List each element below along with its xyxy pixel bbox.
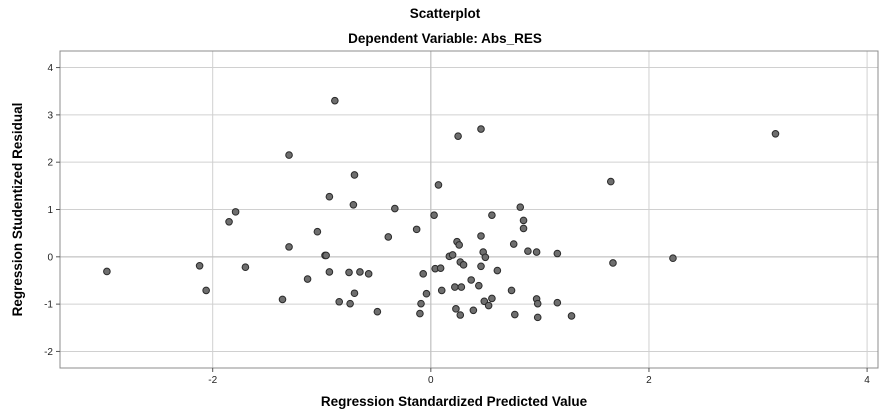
data-point: [325, 268, 334, 276]
x-tick-label: -2: [208, 375, 217, 386]
data-point: [391, 204, 399, 213]
data-point: [467, 276, 475, 284]
data-point: [452, 305, 460, 313]
data-point: [532, 248, 541, 256]
data-point: [477, 232, 485, 240]
data-point: [241, 263, 250, 272]
data-point: [771, 129, 780, 138]
data-point: [384, 233, 393, 241]
grid-lines: [60, 51, 878, 368]
data-point: [285, 151, 293, 159]
data-point: [457, 283, 466, 291]
data-point: [553, 249, 562, 258]
x-tick-label: 0: [428, 375, 434, 386]
data-point: [350, 171, 359, 179]
data-point: [434, 181, 443, 189]
data-point: [430, 211, 438, 219]
data-point: [459, 261, 468, 269]
x-tick-label: 4: [864, 375, 870, 386]
data-point: [451, 283, 459, 291]
data-point: [231, 208, 240, 216]
data-point: [349, 200, 358, 209]
data-point: [509, 240, 518, 248]
data-point: [516, 203, 525, 211]
data-point: [419, 270, 427, 278]
data-point: [364, 270, 373, 278]
data-point: [373, 307, 382, 316]
data-point: [481, 253, 490, 262]
data-point: [417, 299, 425, 308]
chart-subtitle: Dependent Variable: Abs_RES: [348, 31, 542, 46]
data-point: [346, 299, 354, 308]
data-point: [567, 312, 576, 320]
data-point: [511, 310, 519, 319]
data-point: [412, 225, 421, 234]
data-point: [484, 301, 493, 310]
y-tick-label: 3: [47, 110, 53, 121]
data-point: [350, 289, 359, 298]
data-point: [103, 267, 111, 276]
x-axis-title: Regression Standardized Predicted Value: [321, 394, 588, 409]
y-tick-label: 2: [47, 158, 53, 169]
data-point: [335, 297, 344, 306]
data-point: [437, 286, 446, 295]
data-point: [454, 132, 462, 140]
y-axis-title: Regression Studentized Residual: [10, 103, 25, 317]
data-point: [456, 311, 465, 319]
data-point: [202, 286, 210, 295]
data-point: [475, 281, 483, 290]
data-point: [519, 224, 528, 233]
data-point: [669, 254, 677, 263]
data-point: [507, 286, 516, 295]
data-point: [422, 289, 431, 298]
y-axis-ticks: -2 -1 0 1 2 3 4: [44, 63, 60, 358]
data-point: [225, 218, 233, 226]
data-point: [533, 299, 542, 308]
data-point: [477, 125, 485, 133]
data-point: [356, 268, 364, 276]
y-tick-label: 4: [47, 63, 53, 74]
x-tick-label: 2: [646, 375, 652, 386]
data-point: [609, 259, 617, 267]
data-point: [533, 313, 542, 322]
data-point: [448, 251, 457, 259]
data-point: [469, 306, 478, 315]
y-tick-label: 0: [47, 252, 53, 263]
data-point: [488, 294, 496, 303]
data-point: [303, 275, 312, 283]
data-point: [416, 309, 424, 318]
data-point: [331, 96, 339, 105]
data-point: [436, 264, 445, 272]
data-point: [313, 227, 322, 236]
data-point: [455, 241, 463, 249]
data-point: [553, 298, 562, 307]
data-point: [519, 216, 528, 225]
data-point: [285, 243, 293, 251]
chart-title: Scatterplot: [409, 6, 481, 21]
data-point: [477, 262, 485, 271]
data-point: [606, 177, 615, 186]
y-tick-label: -2: [44, 347, 53, 358]
data-point: [345, 268, 353, 277]
x-axis-ticks: -2 0 2 4: [208, 368, 870, 386]
data-point: [524, 247, 532, 255]
data-point: [325, 192, 334, 201]
data-point: [322, 251, 330, 260]
y-tick-label: 1: [47, 205, 53, 216]
data-points: [103, 96, 780, 322]
data-point: [493, 266, 502, 275]
y-tick-label: -1: [44, 300, 53, 311]
data-point: [488, 211, 496, 219]
data-point: [278, 295, 287, 304]
data-point: [195, 262, 204, 270]
